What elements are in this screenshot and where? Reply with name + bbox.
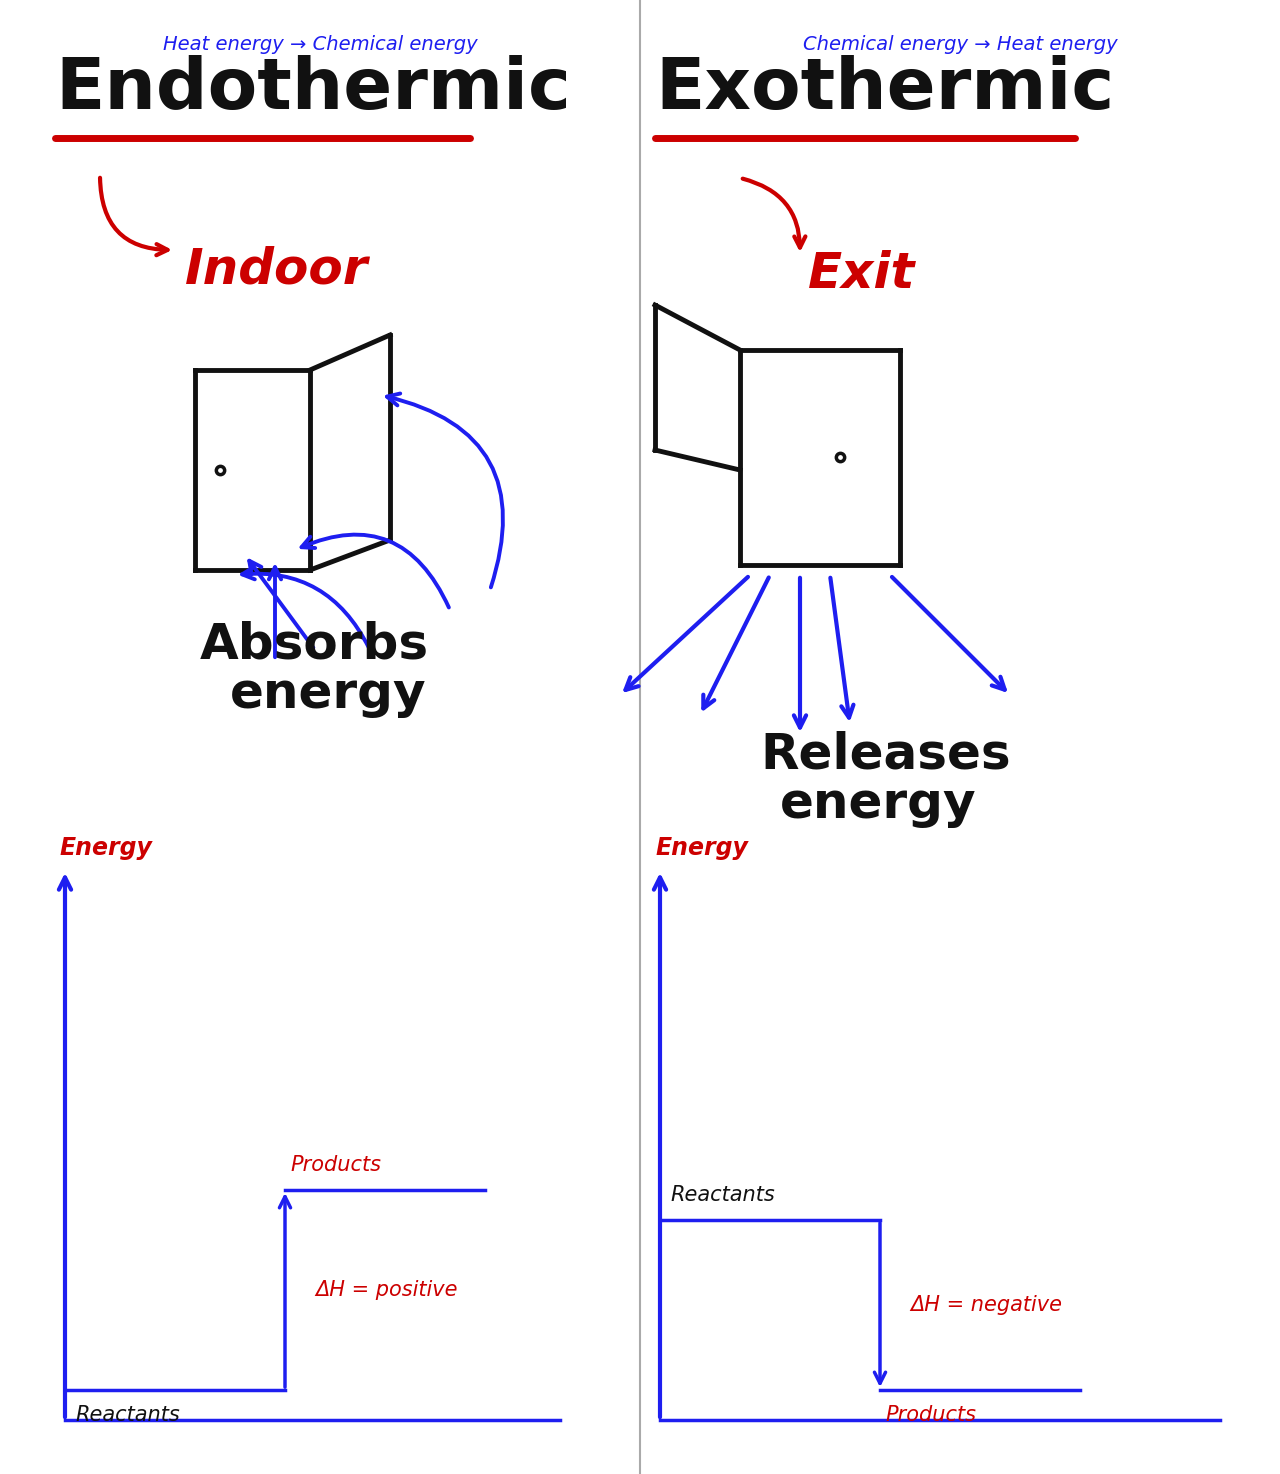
Text: Absorbs: Absorbs [200,621,429,668]
Text: Chemical energy → Heat energy: Chemical energy → Heat energy [803,35,1117,55]
Text: Reactants: Reactants [669,1185,774,1206]
Text: Energy: Energy [655,836,748,859]
Text: Products: Products [291,1156,381,1175]
Text: energy: energy [780,780,977,828]
Text: Heat energy → Chemical energy: Heat energy → Chemical energy [163,35,477,55]
Text: Products: Products [884,1405,977,1425]
Text: Releases: Releases [760,730,1011,778]
Text: Endothermic: Endothermic [55,55,571,124]
Text: ΔH = negative: ΔH = negative [910,1296,1062,1315]
Text: ΔH = positive: ΔH = positive [315,1279,457,1300]
Text: energy: energy [230,671,426,718]
Text: Energy: Energy [60,836,152,859]
Text: Exit: Exit [808,251,915,298]
Text: Exothermic: Exothermic [655,55,1115,124]
Text: Reactants: Reactants [76,1405,179,1425]
Text: Indoor: Indoor [186,245,369,293]
